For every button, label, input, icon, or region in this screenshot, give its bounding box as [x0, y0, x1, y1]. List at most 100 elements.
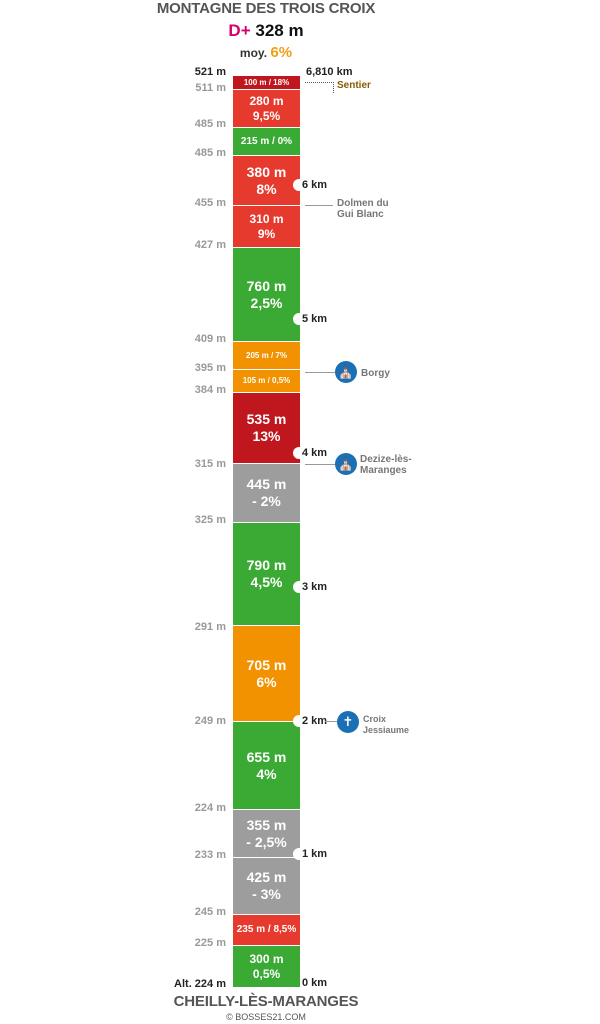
km-marker: 6 km — [302, 179, 328, 191]
segment-grade: - 3% — [252, 886, 281, 902]
poi-dolmen: Dolmen du Gui Blanc — [337, 198, 389, 220]
km-marker: 5 km — [302, 313, 328, 325]
climb-segment: 215 m / 0% — [233, 128, 300, 156]
km-marker: 3 km — [302, 581, 328, 593]
segment-length: 355 m — [246, 816, 287, 833]
climb-segment: 280 m 9,5% — [233, 90, 300, 128]
poi-line-borgy — [305, 372, 335, 373]
segment-length: 705 m — [246, 656, 287, 673]
poi-line-dolmen — [305, 205, 333, 206]
segment-grade: - 2,5% — [246, 833, 287, 850]
altitude-label: 485 m — [194, 118, 226, 130]
segment-length-grade: 105 m / 0,5% — [242, 376, 291, 386]
cross-icon: ✝ — [337, 711, 359, 733]
poi-line-dezize — [305, 464, 335, 465]
average-grade-label: moy. — [239, 46, 268, 60]
segment-length: 445 m — [246, 476, 287, 493]
segment-grade: 4% — [256, 765, 277, 782]
climb-segment: 790 m 4,5% — [233, 523, 300, 626]
trail-bracket — [305, 82, 334, 93]
altitude-label: 233 m — [194, 849, 226, 861]
climb-segment: 300 m 0,5% — [233, 946, 300, 988]
start-place: CHEILLY-LÈS-MARANGES — [173, 993, 359, 1010]
altitude-label: 224 m — [194, 802, 226, 814]
segment-length-grade: 235 m / 8,5% — [236, 924, 297, 935]
segment-grade: 8% — [256, 180, 277, 197]
poi-croix: Croix Jessiaume — [363, 714, 410, 735]
segment-length-grade: 215 m / 0% — [240, 135, 293, 147]
climb-segment: 655 m 4% — [233, 722, 300, 810]
km-notch — [293, 313, 305, 325]
altitude-label: 384 m — [194, 384, 226, 396]
elevation-gain: D+ 328 m — [0, 21, 532, 41]
segment-length: 790 m — [246, 557, 287, 574]
average-grade-value: 6% — [270, 44, 293, 61]
climb-segment: 705 m 6% — [233, 626, 300, 722]
poi-dezize: Dezize-lès-Maranges — [360, 454, 412, 476]
segment-length: 760 m — [246, 277, 287, 294]
segment-length: 280 m — [249, 94, 284, 109]
altitude-label: 249 m — [194, 715, 226, 727]
segment-length: 380 m — [246, 163, 287, 180]
km-marker: 4 km — [302, 447, 328, 459]
elevation-gain-label: D+ — [228, 21, 251, 40]
segment-length-grade: 205 m / 7% — [246, 350, 287, 360]
top-altitude: 521 m — [194, 66, 226, 78]
climb-segment: 235 m / 8,5% — [233, 915, 300, 946]
segment-length: 300 m — [249, 952, 284, 967]
total-distance: 6,810 km — [306, 66, 353, 78]
altitude-label: 225 m — [194, 937, 226, 949]
km-marker: 2 km — [302, 715, 328, 727]
elevation-gain-value: 328 m — [255, 21, 304, 40]
altitude-label: 315 m — [194, 458, 226, 470]
altitude-label: 325 m — [194, 514, 226, 526]
church-icon: ⛪ — [335, 361, 357, 383]
poi-sentier: Sentier — [337, 80, 371, 91]
climb-segment: 100 m / 18% — [233, 76, 300, 90]
poi-borgy: Borgy — [361, 368, 390, 379]
km-notch — [293, 848, 305, 860]
climb-segment: 310 m 9% — [233, 206, 300, 248]
segment-length: 535 m — [246, 411, 287, 428]
km-notch — [293, 447, 305, 459]
segment-length: 310 m — [249, 212, 284, 227]
copyright: © BOSSES21.COM — [226, 1012, 306, 1022]
climb-segment: 425 m- 3% — [233, 858, 300, 915]
km-notch — [293, 581, 305, 593]
km-notch — [293, 715, 305, 727]
average-grade: moy. 6% — [0, 44, 532, 61]
segment-grade: 0,5% — [252, 966, 281, 981]
poi-line-croix — [325, 721, 337, 722]
climb-segment: 105 m / 0,5% — [233, 370, 300, 393]
segment-length: 655 m — [246, 748, 287, 765]
altitude-label: 291 m — [194, 621, 226, 633]
climb-segment: 760 m 2,5% — [233, 248, 300, 342]
segment-length-grade: 100 m / 18% — [243, 77, 290, 87]
altitude-label: 485 m — [194, 147, 226, 159]
segment-grade: 6% — [256, 673, 277, 690]
segment-grade: - 2% — [252, 493, 281, 509]
start-altitude: Alt. 224 m — [174, 978, 226, 990]
segment-grade: 13% — [252, 428, 281, 444]
climb-segment: 355 m- 2,5% — [233, 810, 300, 858]
segment-length: 425 m — [246, 869, 287, 886]
climb-segment: 445 m- 2% — [233, 464, 300, 523]
altitude-label: 245 m — [194, 906, 226, 918]
altitude-label: 455 m — [194, 197, 226, 209]
altitude-label: 511 m — [195, 82, 226, 94]
climb-segment: 380 m 8% — [233, 156, 300, 206]
altitude-label: 409 m — [194, 333, 226, 345]
segment-grade: 4,5% — [250, 574, 283, 590]
church-icon: ⛪ — [335, 453, 357, 475]
segment-grade: 2,5% — [250, 294, 283, 311]
segment-grade: 9% — [257, 226, 276, 241]
climb-segment: 205 m / 7% — [233, 342, 300, 370]
altitude-label: 395 m — [194, 362, 226, 374]
altitude-label: 427 m — [194, 239, 226, 251]
km-marker: 0 km — [302, 977, 328, 989]
km-notch — [293, 179, 305, 191]
climb-segment: 535 m 13% — [233, 393, 300, 464]
segment-grade: 9,5% — [252, 108, 281, 123]
climb-title: MONTAGNE DES TROIS CROIX — [156, 0, 376, 17]
km-marker: 1 km — [302, 848, 328, 860]
